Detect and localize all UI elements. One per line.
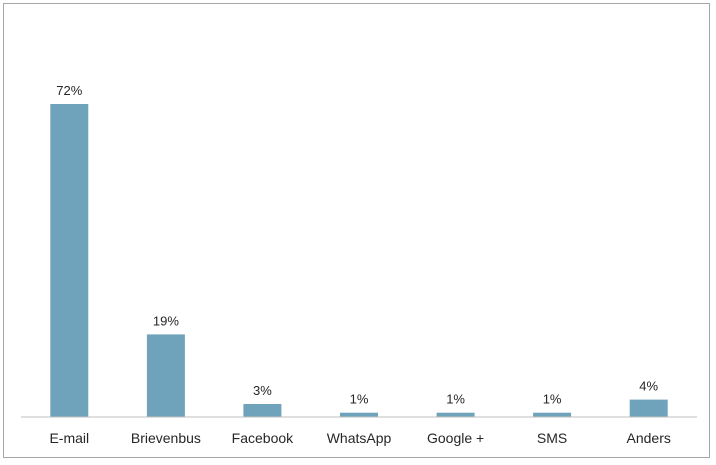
value-label-anders: 4%: [639, 379, 658, 394]
bar-sms: [533, 412, 572, 417]
bar-facebook: [243, 404, 282, 417]
value-label-whatsapp: 1%: [350, 392, 369, 407]
chart-frame: [3, 3, 710, 458]
value-label-facebook: 3%: [253, 383, 272, 398]
bar-brievenbus: [146, 334, 185, 417]
bar-google: [436, 412, 475, 417]
value-labels-group: 72% 19% 3% 1% 1% 1% 4%: [56, 83, 658, 407]
bar-whatsapp: [340, 412, 378, 417]
category-label-google: Google +: [427, 430, 484, 446]
value-label-brievenbus: 19%: [153, 313, 179, 328]
bar-anders: [629, 399, 668, 417]
category-labels-group: E-mail Brievenbus Facebook WhatsApp Google +…: [49, 430, 670, 446]
category-label-sms: SMS: [537, 430, 567, 446]
bars-group: [50, 104, 668, 417]
category-label-brievenbus: Brievenbus: [131, 430, 201, 446]
value-label-sms: 1%: [543, 392, 562, 407]
category-label-facebook: Facebook: [232, 430, 294, 446]
value-label-google: 1%: [446, 392, 465, 407]
bar-e-mail: [50, 104, 89, 417]
category-label-e-mail: E-mail: [49, 430, 89, 446]
category-label-whatsapp: WhatsApp: [327, 430, 392, 446]
category-label-anders: Anders: [627, 430, 671, 446]
value-label-e-mail: 72%: [56, 83, 82, 98]
